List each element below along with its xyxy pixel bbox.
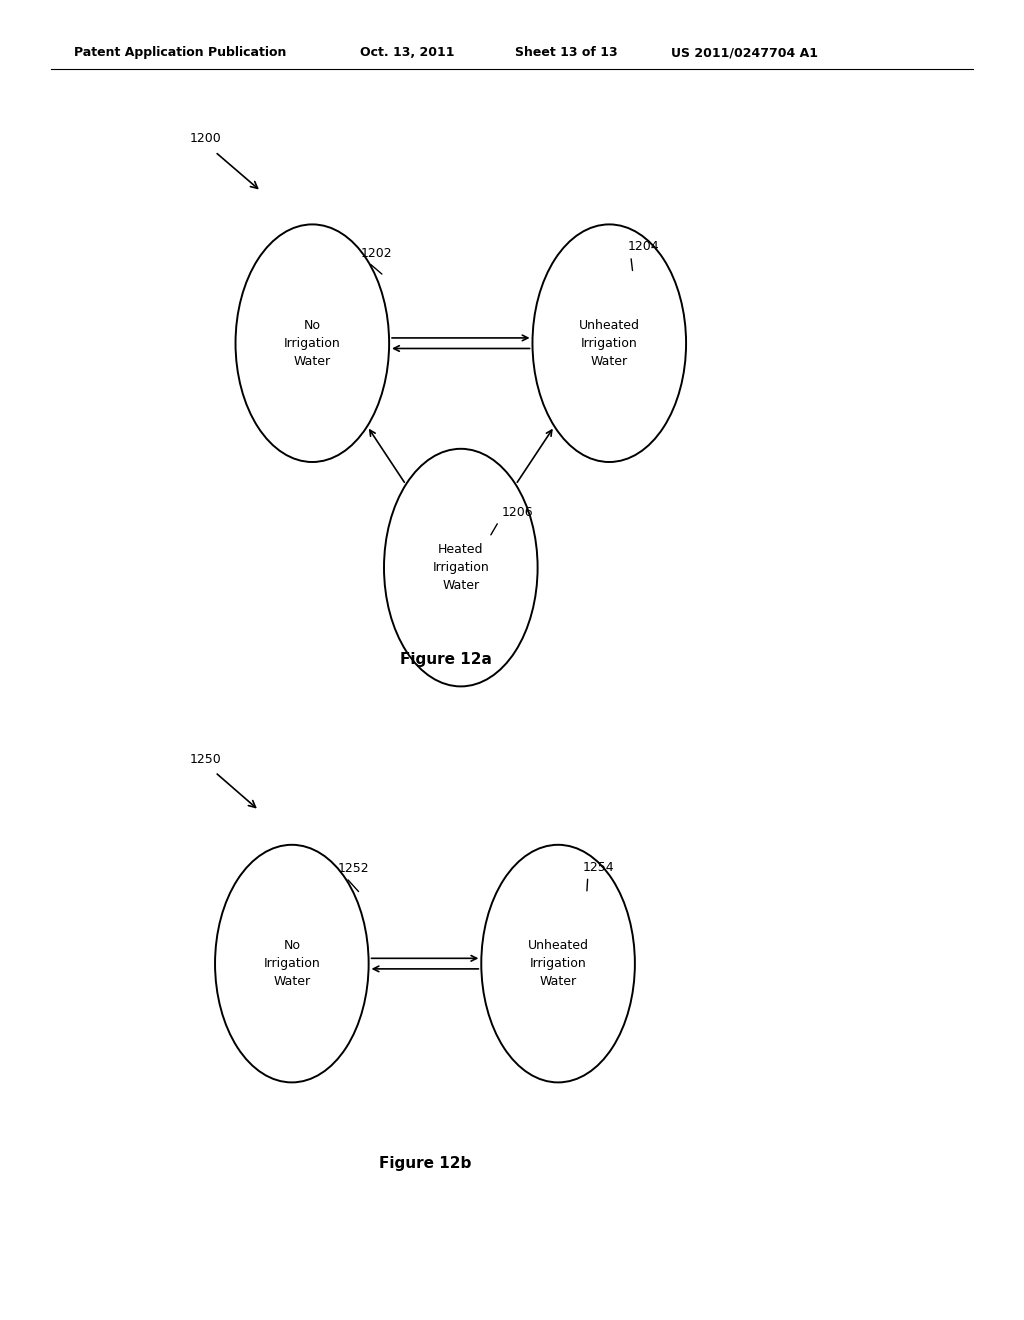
Ellipse shape [215, 845, 369, 1082]
Text: Figure 12a: Figure 12a [399, 652, 492, 667]
Text: Oct. 13, 2011: Oct. 13, 2011 [360, 46, 455, 59]
Text: 1254: 1254 [583, 861, 614, 874]
Text: Patent Application Publication: Patent Application Publication [74, 46, 286, 59]
Text: 1250: 1250 [189, 752, 221, 766]
Ellipse shape [236, 224, 389, 462]
Text: Unheated
Irrigation
Water: Unheated Irrigation Water [579, 318, 640, 368]
Ellipse shape [481, 845, 635, 1082]
Ellipse shape [384, 449, 538, 686]
Text: 1206: 1206 [502, 506, 534, 519]
Text: 1202: 1202 [360, 247, 392, 260]
Text: Unheated
Irrigation
Water: Unheated Irrigation Water [527, 939, 589, 989]
Text: 1200: 1200 [189, 132, 221, 145]
Text: 1252: 1252 [338, 862, 370, 875]
Text: No
Irrigation
Water: No Irrigation Water [284, 318, 341, 368]
Text: No
Irrigation
Water: No Irrigation Water [263, 939, 321, 989]
Text: Sheet 13 of 13: Sheet 13 of 13 [515, 46, 617, 59]
Text: 1204: 1204 [628, 240, 659, 253]
Ellipse shape [532, 224, 686, 462]
Text: US 2011/0247704 A1: US 2011/0247704 A1 [671, 46, 818, 59]
Text: Heated
Irrigation
Water: Heated Irrigation Water [432, 543, 489, 593]
Text: Figure 12b: Figure 12b [379, 1156, 471, 1171]
